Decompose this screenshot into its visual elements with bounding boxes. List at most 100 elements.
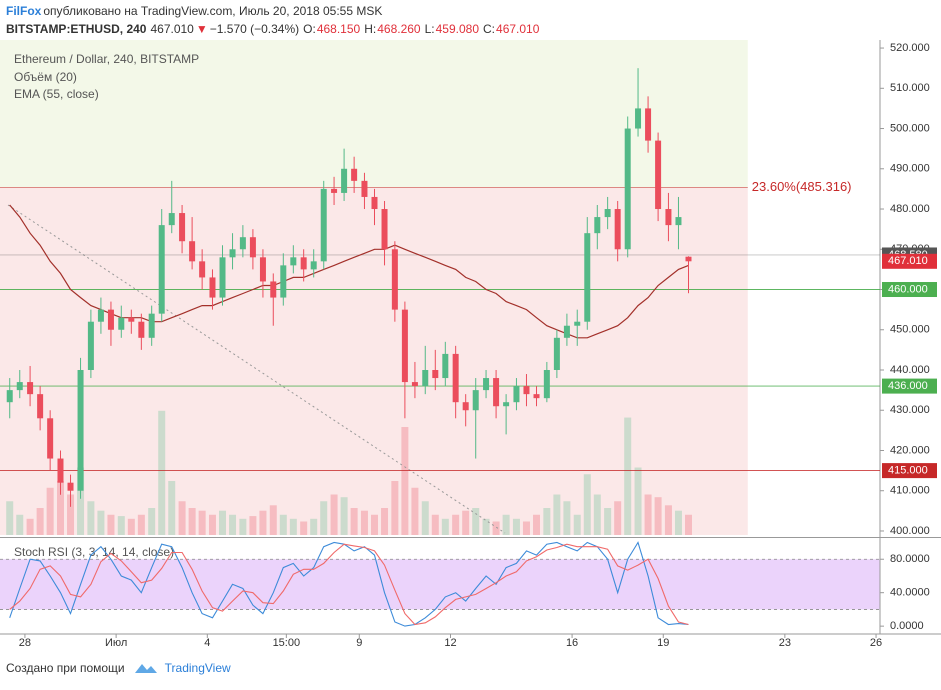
candle-body (16, 382, 23, 391)
candle-body (483, 378, 490, 391)
volume-bar (117, 516, 125, 535)
volume-bar (502, 514, 510, 535)
y-tick-label: 450.000 (890, 324, 930, 336)
level-label: 415.000 (888, 465, 928, 477)
candle-body (87, 321, 94, 370)
x-tick-label: 16 (566, 637, 578, 649)
volume-bar (208, 514, 216, 535)
volume-bar (624, 417, 632, 535)
ema-legend: EMA (55, close) (14, 87, 99, 101)
candle-body (422, 370, 429, 387)
level-label-box (882, 253, 937, 269)
candle-body (189, 241, 196, 262)
change: −1.570 (−0.34%) (209, 22, 300, 36)
candle-body (523, 386, 530, 395)
volume-bar (188, 508, 196, 535)
candle-body (442, 353, 449, 379)
rsi-line (9, 541, 689, 627)
volume-bar (67, 494, 75, 535)
candle-body (452, 353, 459, 403)
volume-bar (522, 521, 530, 535)
candle-body (300, 257, 307, 270)
rsi-tick-label: 0.0000 (890, 620, 924, 632)
footer: Создано при помощи TradingView (6, 660, 231, 676)
candle-body (290, 257, 297, 266)
rsi-line (9, 543, 689, 626)
candle-body (270, 281, 277, 298)
y-tick-label: 520.000 (890, 42, 930, 54)
footer-brand[interactable]: TradingView (164, 661, 231, 675)
volume-bar (340, 497, 348, 535)
chart-title: Ethereum / Dollar, 240, BITSTAMP (14, 52, 199, 66)
volume-bar (6, 501, 14, 535)
candle-body (320, 188, 327, 262)
volume-bar (553, 494, 561, 535)
fib-zone-below (0, 187, 748, 535)
volume-bar (97, 510, 105, 535)
header-line-1: FilFox опубликовано на TradingView.com, И… (6, 4, 386, 18)
ohlc-value: 468.260 (377, 22, 421, 36)
candle-body (584, 233, 591, 322)
volume-bar (431, 514, 439, 535)
volume-bar (77, 467, 85, 535)
volume-bar (634, 467, 642, 535)
candle-body (57, 458, 64, 483)
y-tick-label: 480.000 (890, 203, 930, 215)
candle-body (401, 309, 408, 383)
candle-body (594, 217, 601, 234)
volume-bar (259, 510, 267, 535)
y-tick-label: 410.000 (890, 485, 930, 497)
candle-body (280, 265, 287, 298)
volume-bar (573, 514, 581, 535)
candle-body (665, 209, 672, 226)
candle-body (635, 108, 642, 129)
candle-body (138, 321, 145, 338)
volume-bar (350, 508, 358, 535)
candle-body (503, 402, 510, 407)
volume-bar (26, 518, 34, 535)
volume-bar (148, 508, 156, 535)
logo (134, 664, 157, 673)
volume-bar (563, 501, 571, 535)
volume-legend: Объём (20) (14, 70, 77, 84)
candle-body (239, 237, 246, 250)
candle-body (655, 140, 662, 210)
volume-bar (36, 508, 44, 535)
candle-body (614, 209, 621, 250)
candle-body (6, 390, 13, 403)
candle-body (553, 337, 560, 370)
volume-bar (391, 481, 399, 535)
candle-body (310, 261, 317, 270)
ohlc-value: 459.080 (435, 22, 480, 36)
level-label: 460.000 (888, 283, 928, 295)
ohlc-key: L: (424, 22, 435, 36)
volume-bar (137, 514, 145, 535)
volume-bar (381, 508, 389, 535)
candle-body (675, 217, 682, 226)
volume-bar (310, 518, 318, 535)
last-price: 467.010 (150, 22, 194, 36)
volume-bar (370, 514, 378, 535)
volume-bar (87, 501, 95, 535)
ohlc: O:468.150 H:468.260 L:459.080 C:467.010 (303, 22, 543, 36)
fib-zone-above (0, 40, 748, 188)
y-tick-label: 400.000 (890, 525, 930, 537)
y-tick-label: 500.000 (890, 122, 930, 134)
volume-bar (401, 427, 409, 535)
x-tick-label: 23 (779, 637, 791, 649)
ohlc-key: O: (303, 22, 316, 36)
candle-body (574, 321, 581, 326)
candle-body (472, 390, 479, 411)
volume-bar (593, 494, 601, 535)
candle-body (685, 256, 692, 262)
y-tick-label: 430.000 (890, 404, 930, 416)
candle-body (513, 386, 520, 403)
volume-bar (533, 514, 541, 535)
x-tick-label: Июл (105, 637, 127, 649)
volume-bar (360, 510, 368, 535)
x-tick-label: 9 (356, 637, 362, 649)
volume-bar (664, 505, 672, 535)
volume-bar (107, 514, 115, 535)
y-tick-label: 420.000 (890, 444, 930, 456)
chart: Ethereum / Dollar, 240, BITSTAMP Объём (… (0, 40, 941, 649)
